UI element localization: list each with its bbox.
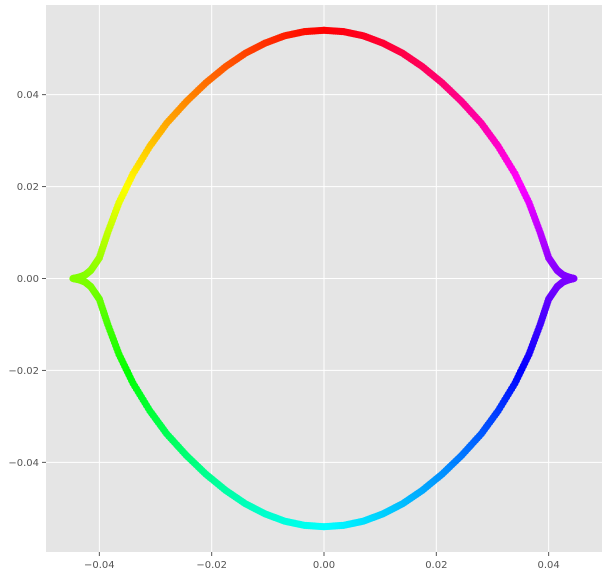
y-tick-label: 0.04 <box>17 90 39 101</box>
x-tick-label: 0.00 <box>313 560 335 571</box>
y-tick-label: 0.00 <box>17 274 39 285</box>
x-axis-ticks: −0.04 −0.02 0.00 0.02 0.04 <box>84 552 560 571</box>
x-tick-label: 0.04 <box>538 560 560 571</box>
x-tick-label: 0.02 <box>425 560 447 571</box>
y-axis-ticks: −0.04 −0.02 0.00 0.02 0.04 <box>8 90 46 469</box>
data-points <box>69 26 578 531</box>
x-tick-label: −0.04 <box>84 560 115 571</box>
y-tick-label: 0.02 <box>17 182 39 193</box>
data-point <box>318 26 326 35</box>
y-tick-label: −0.02 <box>8 366 39 377</box>
grid-lines <box>46 5 602 552</box>
y-tick-label: −0.04 <box>8 458 39 469</box>
x-tick-label: −0.02 <box>196 560 227 571</box>
